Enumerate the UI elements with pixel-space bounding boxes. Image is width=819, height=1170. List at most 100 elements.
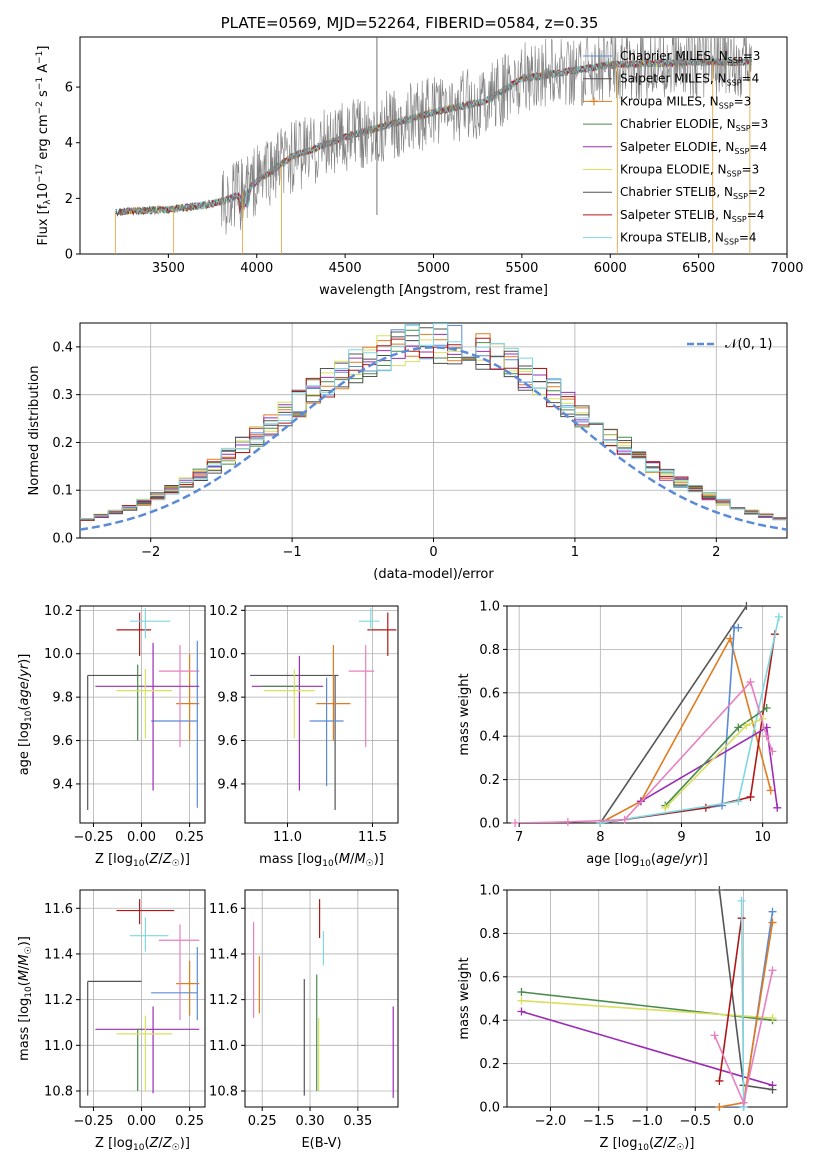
- error-bar-point: [348, 645, 375, 748]
- y-tick-label: 9.8: [217, 691, 238, 706]
- error-bar-point: [137, 664, 142, 741]
- weight-marker: [734, 797, 743, 806]
- weight-marker: [768, 1014, 777, 1023]
- y-tick-label: 0.2: [52, 436, 73, 451]
- weight-marker: [768, 1085, 777, 1094]
- y-axis-label: mass [log10(M/M☉)]: [17, 936, 34, 1061]
- x-tick-label: −2.0: [535, 1114, 567, 1129]
- age-vs-Z-axes: [76, 605, 206, 827]
- weight-marker: [517, 1007, 526, 1016]
- observed-spectrum-line: [118, 37, 752, 235]
- weight-marker: [661, 803, 670, 812]
- legend-label: Kroupa ELODIE, NSSP=3: [620, 163, 759, 179]
- residual-hist-axes: [76, 322, 788, 542]
- weight-series-line: [599, 606, 748, 823]
- weight-marker: [710, 1031, 719, 1040]
- weight-marker: [517, 996, 526, 1005]
- error-bar-point: [367, 612, 397, 656]
- x-tick-label: 4000: [240, 261, 273, 276]
- y-tick-label: 11.0: [209, 1039, 238, 1054]
- residual-histogram-step: [80, 335, 787, 521]
- error-bar-point: [116, 1015, 173, 1092]
- y-tick-label: 9.6: [217, 734, 238, 749]
- y-tick-label: 1.0: [479, 600, 500, 615]
- y-tick-label: 11.0: [44, 1039, 73, 1054]
- weight-marker: [762, 703, 771, 712]
- weight-marker: [734, 623, 743, 632]
- y-tick-label: 0.4: [479, 730, 500, 745]
- error-bar-point: [95, 642, 200, 791]
- x-tick-label: −2: [141, 545, 160, 560]
- weight-series-line: [740, 900, 745, 1107]
- y-tick-label: 0.1: [52, 484, 73, 499]
- weight-marker: [762, 732, 771, 741]
- error-bar-point: [158, 924, 200, 1021]
- error-bar-point: [95, 1006, 200, 1094]
- error-bar-point: [87, 674, 142, 810]
- y-axis-label: Normed distribution: [27, 366, 42, 496]
- weight-marker: [701, 803, 710, 812]
- weight-marker: [715, 1076, 724, 1085]
- y-tick-label: 0.4: [52, 340, 73, 355]
- y-axis-label: age [log10(age/yr)]: [17, 654, 34, 776]
- x-tick-label: 11.0: [273, 830, 302, 845]
- y-tick-label: 9.6: [52, 734, 73, 749]
- weight-marker: [746, 677, 755, 686]
- y-tick-label: 9.8: [52, 691, 73, 706]
- legend-label: Chabrier ELODIE, NSSP=3: [620, 117, 768, 133]
- y-tick-label: 10.0: [44, 647, 73, 662]
- y-tick-label: 11.4: [209, 947, 238, 962]
- spectrum-legend: Chabrier MILES, NSSP=3 Salpeter MILES, NS…: [583, 49, 768, 247]
- weight-vs-age-axes: [503, 605, 788, 827]
- x-axis-label: wavelength [Angstrom, rest frame]: [319, 283, 548, 298]
- x-tick-label: 5500: [505, 261, 538, 276]
- y-tick-label: 9.4: [52, 777, 73, 792]
- y-tick-label: 0.6: [479, 686, 500, 701]
- x-tick-label: 10: [754, 830, 771, 845]
- weight-marker: [715, 1103, 724, 1111]
- error-bar-point: [130, 917, 169, 952]
- x-tick-label: 4500: [329, 261, 362, 276]
- mass-vs-ebv-axes: [241, 889, 399, 1111]
- weight-series-line: [664, 718, 764, 809]
- y-tick-label: 0.3: [52, 388, 73, 403]
- weight-marker: [737, 896, 746, 905]
- weight-marker: [742, 602, 751, 610]
- x-tick-label: 6500: [682, 261, 715, 276]
- plot-frame: [79, 605, 206, 824]
- spectrum-axes: [76, 36, 788, 258]
- plot-frame: [79, 889, 206, 1108]
- x-tick-label: 0.25: [248, 1114, 277, 1129]
- x-tick-label: 2: [712, 545, 720, 560]
- x-tick-label: −0.25: [74, 830, 114, 845]
- residual-histogram-step: [80, 323, 787, 521]
- x-tick-label: 0: [429, 545, 437, 560]
- y-tick-label: 11.2: [44, 993, 73, 1008]
- y-tick-label: 10.8: [44, 1085, 73, 1100]
- x-axis-label: Z [log10(Z/Z☉)]: [95, 852, 190, 869]
- y-tick-label: 10.8: [209, 1085, 238, 1100]
- y-tick-label: 0.0: [479, 1101, 500, 1116]
- y-tick-label: 0.8: [479, 643, 500, 658]
- y-tick-label: 0.0: [479, 817, 500, 832]
- x-tick-label: −1.5: [583, 1114, 615, 1129]
- x-tick-label: 7: [515, 830, 523, 845]
- y-tick-label: 10.0: [209, 647, 238, 662]
- weight-marker: [715, 886, 724, 894]
- y-tick-label: 0.2: [479, 1057, 500, 1072]
- y-tick-label: 11.6: [44, 902, 73, 917]
- error-bar-point: [116, 899, 175, 925]
- error-bar-point: [137, 1028, 142, 1092]
- y-tick-label: 0.8: [479, 927, 500, 942]
- weight-series-line: [515, 680, 774, 823]
- y-axis-label: mass weight: [457, 957, 472, 1039]
- legend-label: Salpeter ELODIE, NSSP=4: [620, 140, 767, 156]
- gaussian-curve: [80, 346, 787, 531]
- y-tick-label: 10.2: [209, 604, 238, 619]
- error-bar-point: [116, 668, 173, 739]
- weight-marker: [768, 907, 777, 916]
- legend-label: Salpeter STELIB, NSSP=4: [620, 208, 764, 224]
- x-tick-label: −1.0: [631, 1114, 663, 1129]
- mass-vs-Z-axes: [76, 889, 206, 1111]
- weight-marker: [774, 612, 783, 621]
